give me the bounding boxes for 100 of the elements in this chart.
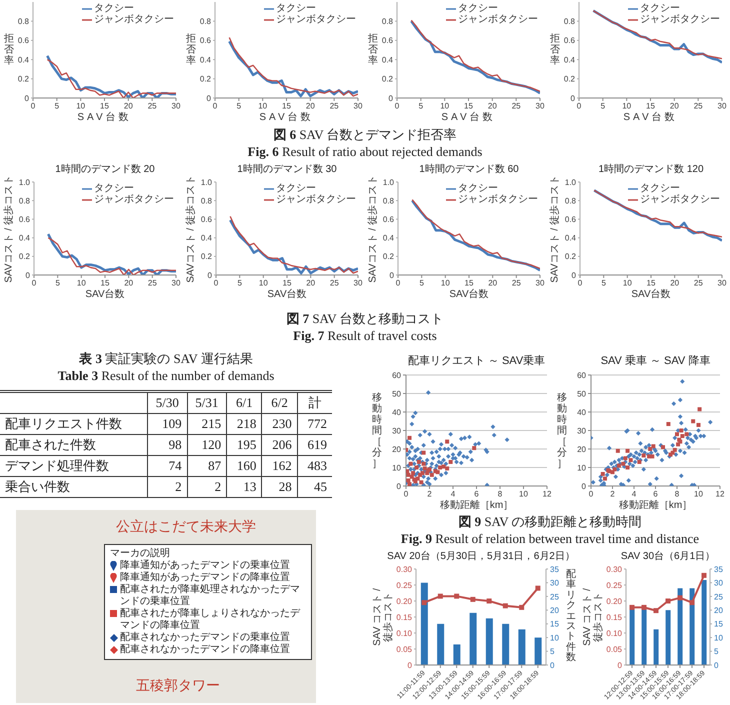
data-label: 215 [187, 414, 227, 434]
point [408, 436, 412, 440]
x-axis-title: SAV台数 [76, 112, 133, 124]
point [406, 469, 410, 474]
point [408, 482, 412, 486]
x-tick-label: 25 [694, 102, 704, 111]
chart-title: 1時間のデマンド数 20 [54, 163, 156, 176]
point [642, 604, 646, 610]
legend-label: タクシー [640, 3, 680, 14]
point [698, 407, 702, 412]
y-tick-label: 0 [572, 270, 577, 280]
point [454, 594, 460, 599]
y2-tick-label: 30 [714, 578, 724, 588]
y-tick-label: 60 [392, 370, 402, 380]
y-tick-label: 40 [577, 408, 587, 417]
x-axis-title: SAV台数 [630, 289, 672, 301]
y2-tick-label: 20 [714, 606, 724, 615]
caption: Fig. 7 Result of travel costs [293, 328, 437, 343]
y-tick-label: 0.10 [396, 628, 413, 638]
bar [470, 612, 477, 665]
x-tick-label: 25 [330, 278, 340, 288]
x-tick-label: 20 [124, 278, 134, 288]
x-tick-label: 0 [588, 490, 594, 499]
text: 五稜郭タワー [136, 677, 220, 693]
x-tick-label: 15 [464, 278, 474, 288]
x-tick-label: 30 [718, 102, 727, 111]
legend-label: タクシー [640, 183, 680, 194]
text: 配車されなかったデマンドの乗車位置 [120, 632, 290, 644]
y-tick-label: 0 [388, 94, 394, 103]
y-tick-label: 0.2 [200, 74, 212, 84]
bar [437, 624, 444, 665]
bar [486, 618, 493, 665]
data-label: 160 [226, 456, 262, 476]
y-tick-label: 0.8 [382, 17, 394, 26]
chart-title: SAV 20台（5月30日，5月31日，6月2日） [386, 550, 576, 563]
y-tick-label: 0 [408, 660, 413, 670]
x-tick-label: 20 [488, 102, 498, 111]
y-tick-label: 1.0 [382, 178, 395, 187]
x-tick-label: 20 [306, 278, 316, 288]
x-axis-title: 移動距離［km］ [438, 500, 514, 512]
x-tick-label: 25 [330, 102, 340, 111]
point [602, 476, 607, 481]
x-tick-label: 2 [427, 490, 432, 499]
point [696, 422, 700, 427]
point [702, 572, 706, 578]
data-label: 45 [297, 476, 332, 498]
legend-label: タクシー [94, 3, 134, 14]
point [422, 466, 427, 470]
point [414, 466, 419, 470]
legend-label: ジャンボタクシー [276, 14, 356, 25]
point [422, 600, 427, 606]
y-tick-label: 0 [396, 482, 402, 491]
x-tick-label: 5 [419, 278, 424, 288]
y-tick-label: 0.30 [396, 564, 413, 574]
x-tick-label: 8 [674, 490, 680, 499]
point [678, 595, 682, 600]
x-tick-label: 20 [670, 278, 680, 288]
point [519, 604, 524, 610]
y-tick-label: 0.2 [564, 74, 576, 84]
y-tick-label: 0.8 [382, 196, 395, 206]
point [679, 428, 684, 432]
x-tick-label: 20 [488, 278, 498, 288]
point [406, 478, 410, 482]
point [406, 472, 410, 477]
y-tick-label: 0.2 [18, 252, 31, 262]
point [690, 600, 694, 606]
point [610, 470, 614, 474]
category-label: 計 [297, 392, 332, 414]
bar [630, 607, 635, 665]
y-tick-label: 0.6 [382, 36, 394, 46]
text: 配車リクエスト件数 [566, 569, 576, 664]
y-tick-label: 20 [577, 444, 587, 454]
x-tick-label: 10 [519, 490, 528, 499]
y-axis-title: 移動時間［分］ [372, 392, 382, 469]
y-tick-label: 0.4 [18, 234, 31, 243]
point [630, 604, 634, 610]
x-tick-label: 30 [172, 102, 181, 111]
bar [678, 588, 683, 665]
data-label: 28 [262, 476, 298, 498]
y-tick-label: 0.20 [396, 596, 413, 606]
point [502, 603, 508, 608]
y-tick-label: 0.4 [382, 55, 394, 64]
legend-label: ジャンボタクシー [458, 14, 538, 25]
x-tick-label: 30 [354, 278, 363, 288]
y-tick-label: 0.6 [564, 36, 576, 46]
x-tick-label: 15 [100, 278, 110, 288]
chart-title: 1時間のデマンド数 60 [418, 163, 520, 176]
x-axis-title: SAV台数 [84, 289, 126, 301]
y-tick-label: 30 [392, 426, 402, 436]
legend-label: タクシー [94, 183, 134, 194]
y-tick-label: 0.6 [200, 36, 212, 46]
y-tick-label: 0.4 [564, 55, 576, 64]
point [680, 434, 684, 438]
point [648, 447, 652, 451]
legend-label: ジャンボタクシー [94, 14, 174, 25]
point [448, 460, 453, 464]
x-tick-label: 5 [237, 278, 242, 288]
x-tick-label: 8 [498, 490, 503, 499]
text: 配車リクエスト件数 [4, 415, 123, 433]
y-tick-label: 0.05 [396, 644, 413, 654]
